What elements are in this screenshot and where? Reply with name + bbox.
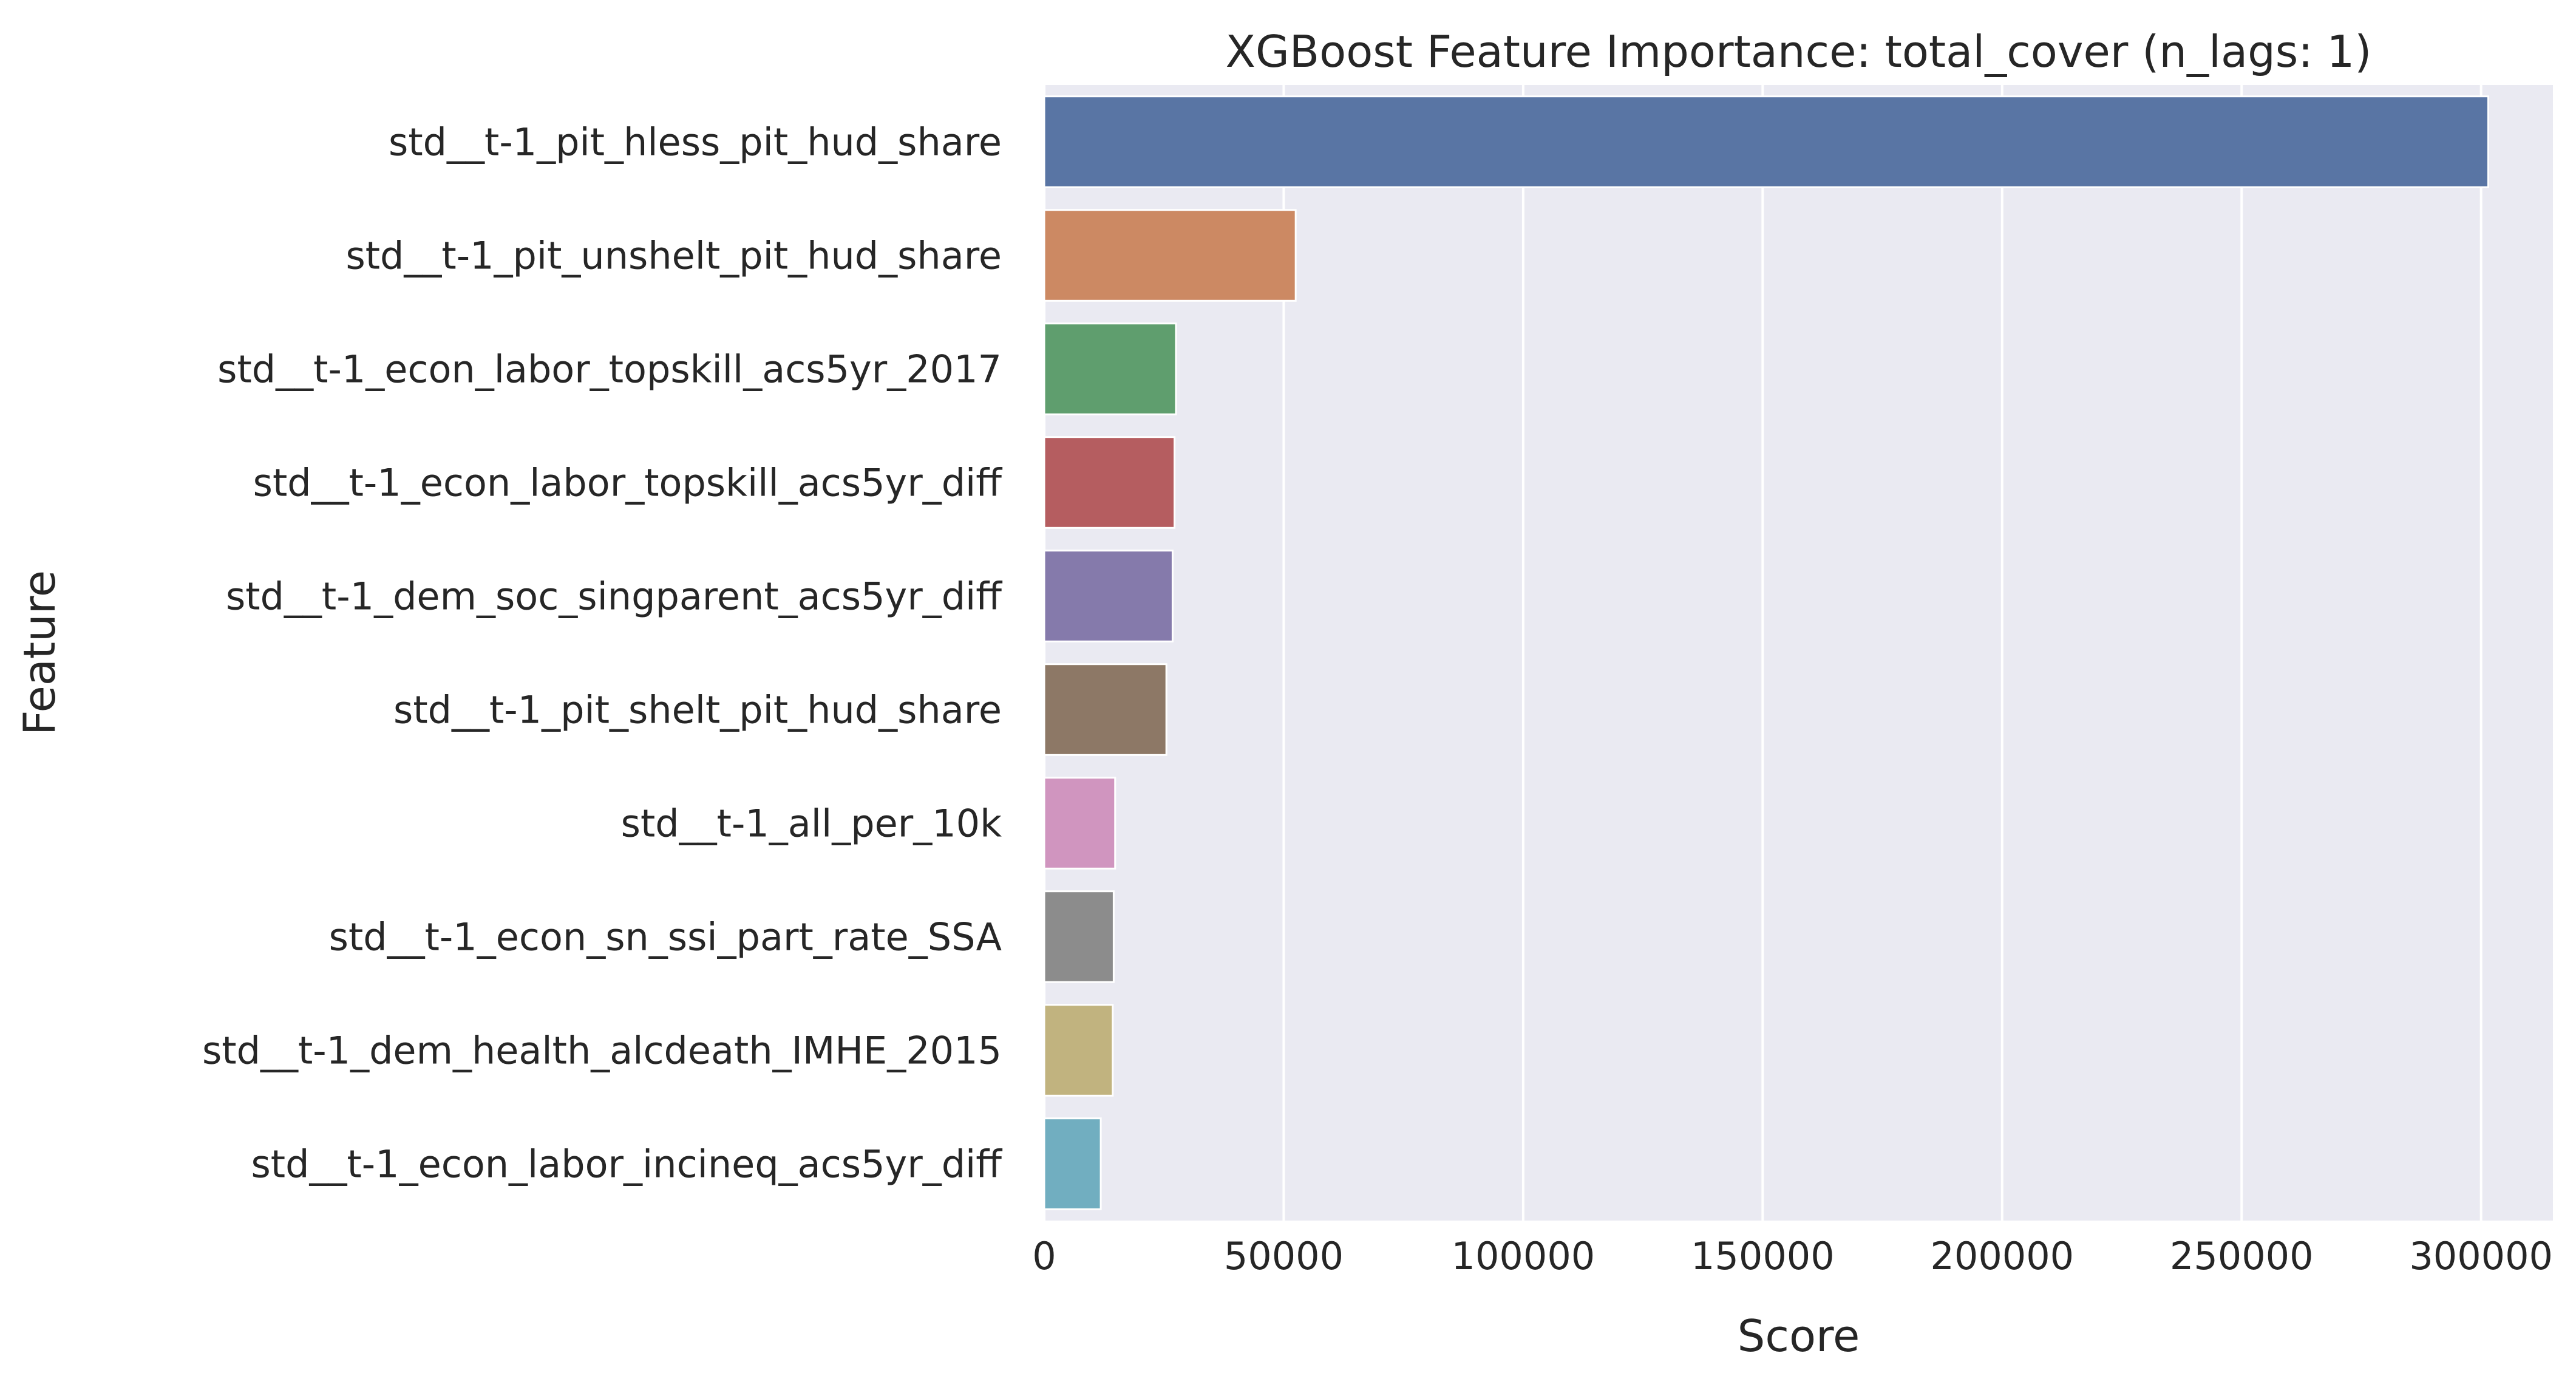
y-axis-label: Feature <box>14 570 65 735</box>
x-tick-label: 50000 <box>1224 1234 1344 1278</box>
bar <box>1043 663 1167 756</box>
y-tick-label: std__t-1_pit_hless_pit_hud_share <box>389 120 1002 165</box>
bar <box>1043 1117 1102 1210</box>
x-tick-label: 150000 <box>1691 1234 1835 1278</box>
bars <box>1043 95 2489 1210</box>
y-tick-label: std__t-1_econ_sn_ssi_part_rate_SSA <box>329 915 1002 959</box>
bar <box>1043 95 2489 188</box>
x-tick-label: 250000 <box>2170 1234 2314 1278</box>
x-tick-label: 200000 <box>1930 1234 2074 1278</box>
y-tick-label: std__t-1_econ_labor_topskill_acs5yr_2017 <box>217 347 1002 392</box>
bar <box>1043 890 1115 983</box>
y-tick-label: std__t-1_dem_health_alcdeath_IMHE_2015 <box>202 1029 1002 1073</box>
y-tick-label: std__t-1_pit_shelt_pit_hud_share <box>393 688 1002 732</box>
y-tick-label: std__t-1_pit_unshelt_pit_hud_share <box>345 234 1002 278</box>
y-tick-labels: std__t-1_pit_hless_pit_hud_share std__t-1… <box>202 120 1002 1187</box>
x-tick-label: 0 <box>1032 1234 1056 1278</box>
x-axis-label: Score <box>1738 1310 1860 1361</box>
bar <box>1043 209 1297 302</box>
bar <box>1043 550 1174 642</box>
bar <box>1043 777 1116 870</box>
bar <box>1043 1004 1114 1097</box>
y-tick-label: std__t-1_all_per_10k <box>621 802 1002 846</box>
bar <box>1043 322 1177 415</box>
x-tick-labels: 0 50000 100000 150000 200000 250000 300000 <box>1032 1234 2553 1278</box>
y-tick-label: std__t-1_econ_labor_incineq_acs5yr_diff <box>251 1142 1003 1187</box>
y-tick-label: std__t-1_econ_labor_topskill_acs5yr_diff <box>253 461 1003 505</box>
x-tick-label: 300000 <box>2409 1234 2553 1278</box>
x-tick-label: 100000 <box>1452 1234 1596 1278</box>
bar <box>1043 436 1176 529</box>
chart-title: XGBoost Feature Importance: total_cover … <box>1226 26 2372 77</box>
y-tick-label: std__t-1_dem_soc_singparent_acs5yr_diff <box>226 574 1002 619</box>
